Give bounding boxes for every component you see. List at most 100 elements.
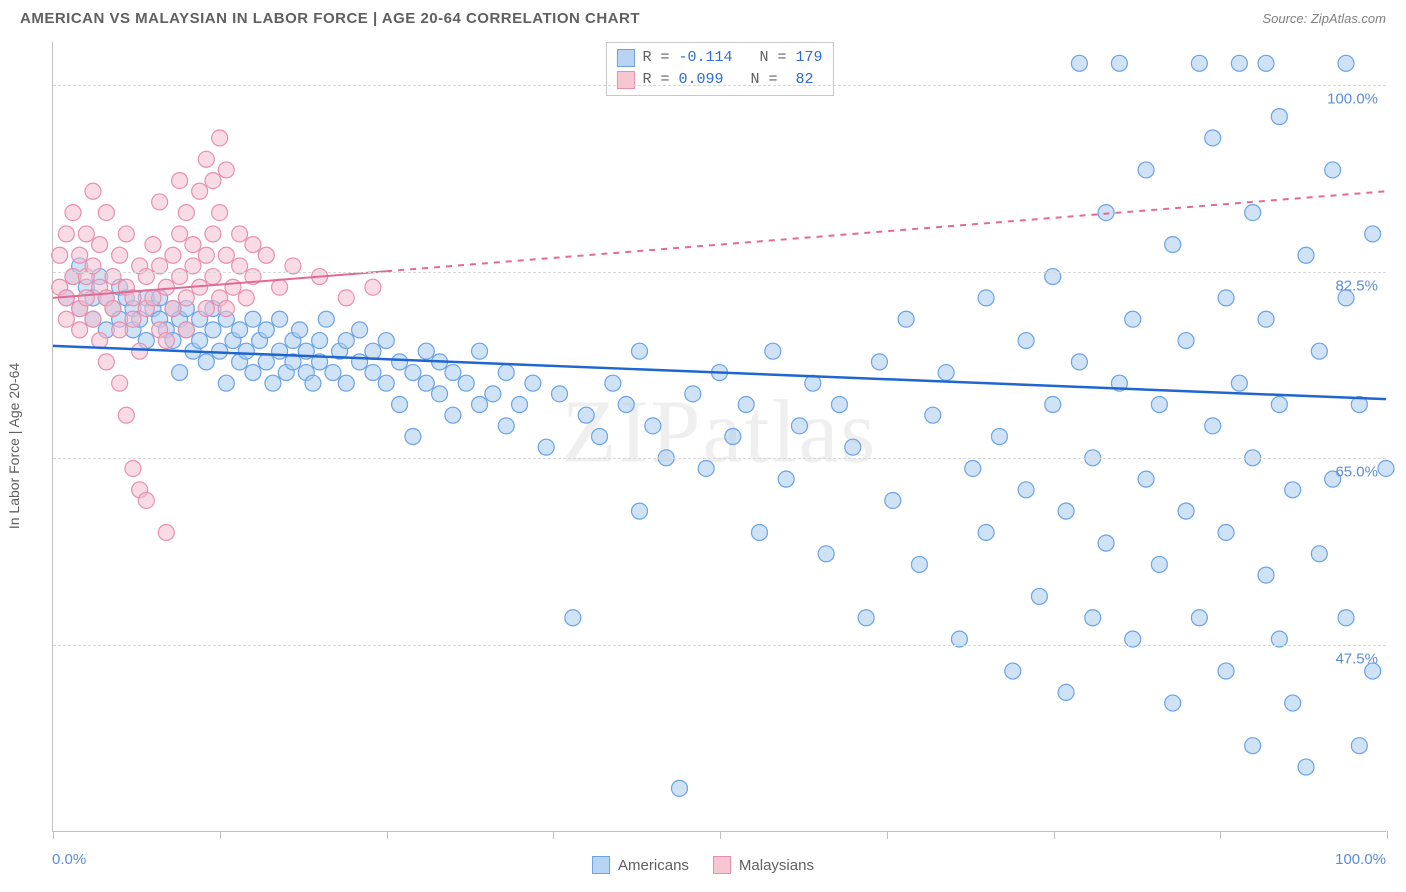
y-axis-title: In Labor Force | Age 20-64: [6, 363, 22, 529]
plot-area: ZIPatlas R = -0.114 N = 179 R = 0.099 N …: [52, 42, 1386, 832]
data-point: [165, 247, 181, 263]
data-point: [538, 439, 554, 455]
bottom-legend: Americans Malaysians: [592, 856, 814, 874]
data-point: [198, 151, 214, 167]
data-point: [318, 311, 334, 327]
data-point: [818, 546, 834, 562]
data-point: [92, 237, 108, 253]
data-point: [272, 343, 288, 359]
data-point: [1338, 610, 1354, 626]
data-point: [85, 183, 101, 199]
data-point: [1058, 503, 1074, 519]
data-point: [1178, 333, 1194, 349]
data-point: [72, 322, 88, 338]
data-point: [1245, 738, 1261, 754]
data-point: [125, 460, 141, 476]
data-point: [112, 375, 128, 391]
data-point: [212, 205, 228, 221]
gridline: [53, 458, 1386, 459]
data-point: [672, 780, 688, 796]
chart-svg: [53, 42, 1386, 831]
data-point: [1085, 610, 1101, 626]
data-point: [1218, 290, 1234, 306]
data-point: [245, 365, 261, 381]
source-label: Source:: [1262, 11, 1310, 26]
data-point: [1311, 546, 1327, 562]
data-point: [245, 237, 261, 253]
data-point: [965, 460, 981, 476]
data-point: [858, 610, 874, 626]
data-point: [212, 130, 228, 146]
data-point: [218, 162, 234, 178]
data-point: [112, 322, 128, 338]
data-point: [165, 301, 181, 317]
data-point: [592, 429, 608, 445]
data-point: [1285, 482, 1301, 498]
data-point: [1018, 482, 1034, 498]
data-point: [791, 418, 807, 434]
data-point: [911, 556, 927, 572]
data-point: [1258, 311, 1274, 327]
data-point: [1031, 588, 1047, 604]
data-point: [272, 311, 288, 327]
data-point: [338, 375, 354, 391]
data-point: [725, 429, 741, 445]
data-point: [205, 226, 221, 242]
data-point: [1125, 311, 1141, 327]
data-point: [152, 194, 168, 210]
data-point: [605, 375, 621, 391]
y-tick-label: 82.5%: [1335, 277, 1378, 294]
data-point: [845, 439, 861, 455]
data-point: [1205, 418, 1221, 434]
data-point: [98, 205, 114, 221]
data-point: [1285, 695, 1301, 711]
data-point: [938, 365, 954, 381]
data-point: [1138, 162, 1154, 178]
data-point: [738, 397, 754, 413]
x-axis-min-label: 0.0%: [52, 851, 86, 868]
data-point: [145, 237, 161, 253]
data-point: [138, 492, 154, 508]
data-point: [1338, 55, 1354, 71]
data-point: [238, 343, 254, 359]
data-point: [1365, 226, 1381, 242]
legend-stat-row-0: R = -0.114 N = 179: [616, 47, 822, 69]
legend-label: Americans: [618, 857, 689, 874]
gridline: [53, 85, 1386, 86]
source-name: ZipAtlas.com: [1311, 11, 1386, 26]
data-point: [765, 343, 781, 359]
data-point: [1271, 109, 1287, 125]
x-tick: [1387, 831, 1388, 839]
legend-item-malaysians: Malaysians: [713, 856, 814, 874]
legend-item-americans: Americans: [592, 856, 689, 874]
data-point: [365, 279, 381, 295]
data-point: [512, 397, 528, 413]
data-point: [198, 301, 214, 317]
x-tick: [220, 831, 221, 839]
data-point: [632, 503, 648, 519]
data-point: [58, 311, 74, 327]
data-point: [378, 375, 394, 391]
data-point: [145, 290, 161, 306]
data-point: [258, 322, 274, 338]
data-point: [265, 375, 281, 391]
data-point: [232, 322, 248, 338]
data-point: [118, 407, 134, 423]
data-point: [198, 354, 214, 370]
data-point: [392, 354, 408, 370]
gridline: [53, 645, 1386, 646]
data-point: [1005, 663, 1021, 679]
data-point: [205, 322, 221, 338]
data-point: [1271, 397, 1287, 413]
data-point: [192, 333, 208, 349]
data-point: [432, 386, 448, 402]
legend-stat-row-1: R = 0.099 N = 82: [616, 69, 822, 91]
data-point: [1298, 759, 1314, 775]
data-point: [1165, 237, 1181, 253]
x-tick: [53, 831, 54, 839]
data-point: [1258, 567, 1274, 583]
data-point: [1191, 55, 1207, 71]
data-point: [325, 365, 341, 381]
data-point: [1071, 354, 1087, 370]
data-point: [1311, 343, 1327, 359]
